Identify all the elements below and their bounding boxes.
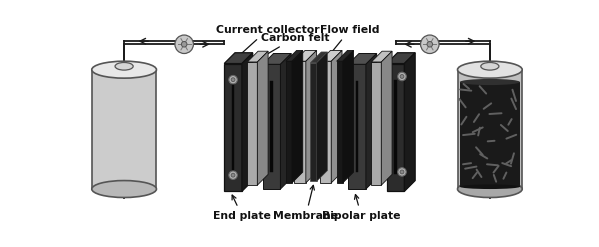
Polygon shape [331, 50, 342, 183]
Polygon shape [310, 63, 317, 181]
Ellipse shape [460, 185, 520, 189]
Circle shape [229, 75, 237, 84]
Polygon shape [263, 64, 280, 189]
Text: Current collector: Current collector [216, 25, 319, 61]
Polygon shape [404, 53, 415, 191]
Polygon shape [294, 50, 317, 61]
Polygon shape [232, 81, 234, 174]
Text: End plate: End plate [213, 195, 271, 221]
Polygon shape [292, 50, 302, 183]
Polygon shape [263, 54, 291, 64]
Polygon shape [460, 82, 520, 187]
Polygon shape [320, 50, 342, 61]
Polygon shape [306, 50, 317, 183]
Polygon shape [224, 63, 242, 191]
Polygon shape [247, 51, 268, 62]
Circle shape [398, 72, 406, 81]
Circle shape [420, 35, 439, 54]
Polygon shape [92, 70, 156, 189]
Polygon shape [356, 81, 358, 172]
Polygon shape [343, 50, 353, 183]
Polygon shape [294, 61, 306, 183]
Polygon shape [348, 64, 366, 189]
Polygon shape [387, 53, 415, 63]
Polygon shape [320, 61, 331, 183]
Circle shape [400, 75, 404, 78]
Ellipse shape [115, 62, 133, 70]
Ellipse shape [458, 181, 522, 198]
Polygon shape [286, 50, 302, 61]
Polygon shape [387, 63, 404, 191]
Polygon shape [242, 53, 253, 191]
Ellipse shape [458, 61, 522, 78]
Ellipse shape [481, 62, 499, 70]
Ellipse shape [460, 79, 520, 85]
Text: Flow field: Flow field [320, 25, 380, 58]
Polygon shape [258, 51, 268, 185]
Ellipse shape [92, 61, 156, 78]
Ellipse shape [92, 181, 156, 198]
Circle shape [175, 35, 193, 54]
Polygon shape [382, 51, 392, 185]
Circle shape [398, 168, 406, 176]
Polygon shape [270, 81, 273, 172]
Polygon shape [310, 52, 328, 63]
Circle shape [400, 170, 404, 174]
Polygon shape [366, 54, 377, 189]
Polygon shape [280, 54, 291, 189]
Circle shape [427, 41, 432, 47]
Polygon shape [317, 52, 328, 181]
Circle shape [181, 41, 187, 47]
Circle shape [231, 78, 235, 82]
Polygon shape [247, 62, 258, 185]
Polygon shape [337, 61, 343, 183]
Polygon shape [337, 50, 353, 61]
Polygon shape [458, 70, 522, 189]
Polygon shape [394, 81, 397, 174]
Circle shape [229, 171, 237, 179]
Polygon shape [371, 51, 392, 62]
Polygon shape [348, 54, 377, 64]
Text: Bipolar plate: Bipolar plate [322, 195, 401, 221]
Polygon shape [371, 62, 382, 185]
Text: Membrane: Membrane [273, 185, 338, 221]
Polygon shape [286, 61, 292, 183]
Circle shape [231, 173, 235, 177]
Polygon shape [224, 53, 253, 63]
Text: Carbon felt: Carbon felt [255, 33, 329, 62]
